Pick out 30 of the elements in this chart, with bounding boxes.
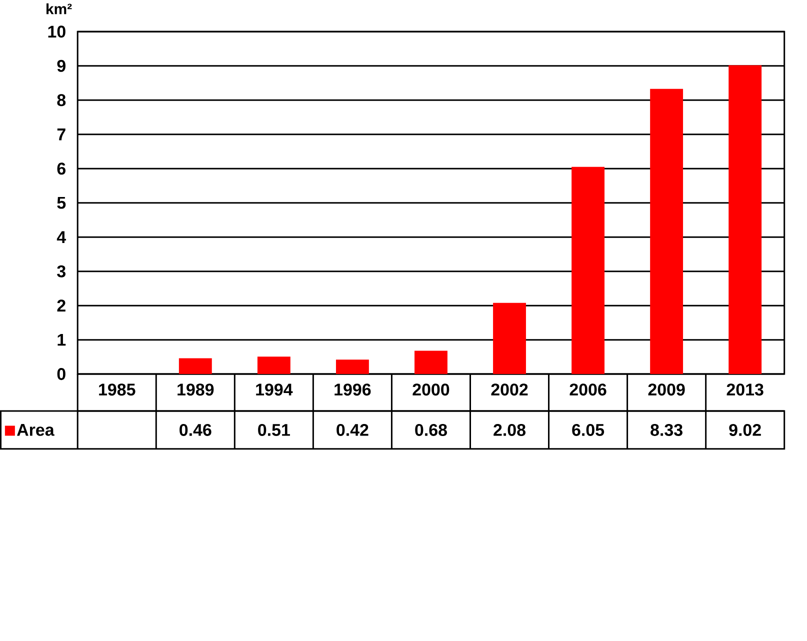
y-axis-title: km² [46, 3, 72, 14]
x-tick-label: 2013 [726, 384, 764, 396]
x-tick-label: 2006 [570, 384, 606, 396]
data-label: 0.46 [180, 424, 212, 436]
y-tick-label: 0 [57, 368, 66, 380]
data-label: 9.02 [729, 424, 761, 436]
legend-label: Area [17, 424, 54, 436]
x-tick-label: 1985 [99, 384, 136, 396]
y-tick-label: 3 [57, 265, 66, 278]
y-tick-label: 1 [58, 334, 66, 346]
x-tick-label: 1996 [334, 384, 371, 396]
y-tick-label: 6 [57, 162, 66, 175]
y-tick-label: 5 [57, 196, 66, 209]
data-label: 0.68 [415, 424, 447, 436]
y-tick-label: 9 [57, 60, 66, 72]
data-label: 2.08 [494, 424, 526, 436]
y-tick-label: 4 [56, 231, 66, 243]
x-tick-label: 2000 [412, 384, 450, 396]
x-tick-label: 1994 [256, 384, 293, 396]
data-label: 0.51 [258, 424, 290, 436]
y-tick-label: 10 [48, 26, 66, 38]
y-tick-label: 2 [57, 300, 66, 312]
y-tick-label: 7 [57, 128, 66, 140]
data-label: 0.42 [336, 424, 368, 436]
data-label: 8.33 [650, 424, 682, 436]
x-tick-label: 2002 [491, 384, 528, 396]
data-label: 6.05 [572, 424, 604, 436]
y-tick-label: 8 [57, 94, 66, 106]
x-tick-label: 2009 [648, 384, 685, 396]
x-tick-label: 1989 [178, 384, 214, 396]
